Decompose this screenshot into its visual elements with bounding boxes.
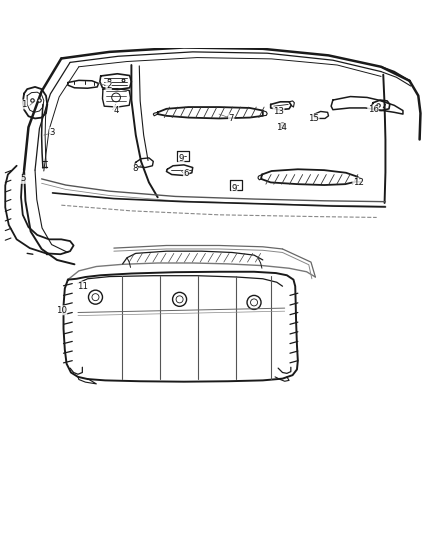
Text: 10: 10 [56,306,67,315]
Text: 14: 14 [276,123,287,132]
Text: 1: 1 [21,100,27,109]
Text: 12: 12 [353,178,364,187]
Text: 6: 6 [184,169,189,178]
Text: 9: 9 [179,154,184,163]
Text: 7: 7 [229,114,234,123]
Text: 3: 3 [50,127,55,136]
Text: 11: 11 [77,282,88,290]
Text: 5: 5 [20,174,25,183]
Text: 16: 16 [367,105,379,114]
Text: 15: 15 [308,114,319,123]
Text: 8: 8 [132,164,138,173]
Text: 4: 4 [113,106,119,115]
Text: 9: 9 [232,184,237,193]
Text: 2: 2 [106,81,111,90]
Text: 13: 13 [273,107,284,116]
